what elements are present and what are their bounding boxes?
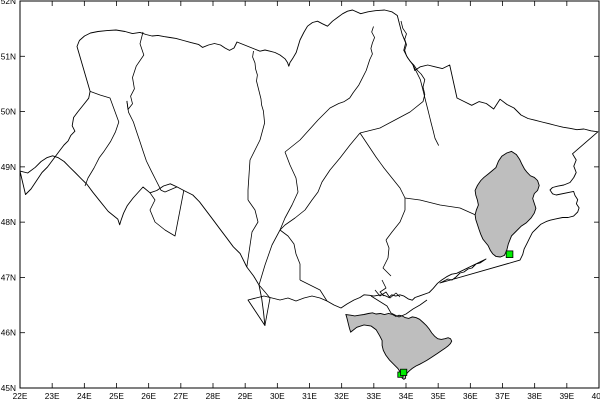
svg-text:32E: 32E <box>334 391 349 400</box>
svg-text:39E: 39E <box>559 391 574 400</box>
svg-text:50N: 50N <box>1 107 16 117</box>
svg-text:48N: 48N <box>1 217 16 227</box>
svg-text:51N: 51N <box>1 51 16 61</box>
svg-text:45N: 45N <box>1 383 16 393</box>
svg-text:37E: 37E <box>495 391 510 400</box>
svg-text:24E: 24E <box>77 391 92 400</box>
svg-text:29E: 29E <box>238 391 253 400</box>
svg-text:36E: 36E <box>463 391 478 400</box>
svg-text:26E: 26E <box>141 391 156 400</box>
svg-text:49N: 49N <box>1 162 16 172</box>
svg-text:35E: 35E <box>431 391 446 400</box>
svg-text:27E: 27E <box>173 391 188 400</box>
svg-text:28E: 28E <box>206 391 221 400</box>
svg-text:46N: 46N <box>1 328 16 338</box>
svg-text:31E: 31E <box>302 391 317 400</box>
svg-text:34E: 34E <box>399 391 414 400</box>
svg-text:33E: 33E <box>366 391 381 400</box>
svg-text:47N: 47N <box>1 272 16 282</box>
svg-text:52N: 52N <box>1 0 16 6</box>
svg-text:23E: 23E <box>45 391 60 400</box>
svg-text:40E: 40E <box>592 391 600 400</box>
svg-text:30E: 30E <box>270 391 285 400</box>
svg-text:25E: 25E <box>109 391 124 400</box>
svg-text:38E: 38E <box>527 391 542 400</box>
